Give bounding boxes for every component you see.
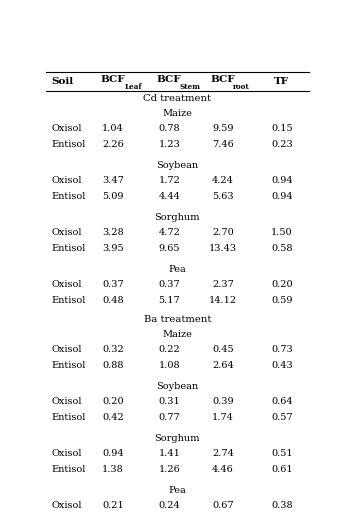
Text: Pea: Pea — [169, 265, 186, 274]
Text: 4.44: 4.44 — [158, 192, 180, 201]
Text: 0.61: 0.61 — [271, 464, 293, 474]
Text: 0.42: 0.42 — [102, 413, 124, 421]
Text: Oxisol: Oxisol — [51, 280, 82, 289]
Text: 0.67: 0.67 — [212, 501, 234, 510]
Text: TF: TF — [274, 77, 290, 87]
Text: 2.37: 2.37 — [212, 280, 234, 289]
Text: Oxisol: Oxisol — [51, 501, 82, 510]
Text: 7.46: 7.46 — [212, 140, 234, 148]
Text: 0.48: 0.48 — [102, 296, 124, 305]
Text: Maize: Maize — [162, 109, 192, 118]
Text: Entisol: Entisol — [51, 413, 86, 421]
Text: 13.43: 13.43 — [209, 244, 237, 253]
Text: 2.70: 2.70 — [212, 228, 234, 237]
Text: 0.77: 0.77 — [158, 413, 180, 421]
Text: 0.32: 0.32 — [102, 345, 124, 354]
Text: Soil: Soil — [51, 77, 73, 87]
Text: 0.38: 0.38 — [271, 501, 293, 510]
Text: 1.26: 1.26 — [158, 464, 180, 474]
Text: Entisol: Entisol — [51, 296, 86, 305]
Text: 0.24: 0.24 — [158, 501, 180, 510]
Text: Maize: Maize — [162, 330, 192, 339]
Text: 0.39: 0.39 — [212, 397, 234, 406]
Text: 9.59: 9.59 — [212, 124, 234, 133]
Text: 0.51: 0.51 — [271, 449, 293, 458]
Text: 3.47: 3.47 — [102, 176, 124, 185]
Text: 0.31: 0.31 — [158, 397, 180, 406]
Text: 0.22: 0.22 — [158, 345, 180, 354]
Text: Entisol: Entisol — [51, 192, 86, 201]
Text: Cd treatment: Cd treatment — [143, 94, 211, 103]
Text: Oxisol: Oxisol — [51, 176, 82, 185]
Text: 0.20: 0.20 — [102, 397, 124, 406]
Text: 3.28: 3.28 — [102, 228, 124, 237]
Text: root: root — [233, 83, 250, 91]
Text: 5.17: 5.17 — [158, 296, 180, 305]
Text: 3.95: 3.95 — [102, 244, 124, 253]
Text: 1.23: 1.23 — [158, 140, 180, 148]
Text: Oxisol: Oxisol — [51, 397, 82, 406]
Text: Entisol: Entisol — [51, 360, 86, 370]
Text: 0.37: 0.37 — [102, 280, 124, 289]
Text: 0.88: 0.88 — [102, 360, 124, 370]
Text: 0.94: 0.94 — [102, 449, 124, 458]
Text: 4.72: 4.72 — [158, 228, 180, 237]
Text: Ba treatment: Ba treatment — [144, 315, 211, 324]
Text: Stem: Stem — [180, 83, 200, 91]
Text: 5.63: 5.63 — [212, 192, 234, 201]
Text: Entisol: Entisol — [51, 464, 86, 474]
Text: 2.64: 2.64 — [212, 360, 234, 370]
Text: 0.64: 0.64 — [271, 397, 293, 406]
Text: 4.24: 4.24 — [212, 176, 234, 185]
Text: BCF: BCF — [157, 75, 182, 83]
Text: 14.12: 14.12 — [209, 296, 237, 305]
Text: 1.72: 1.72 — [158, 176, 180, 185]
Text: 1.41: 1.41 — [158, 449, 180, 458]
Text: 0.57: 0.57 — [271, 413, 293, 421]
Text: 2.74: 2.74 — [212, 449, 234, 458]
Text: 0.21: 0.21 — [102, 501, 124, 510]
Text: 5.09: 5.09 — [102, 192, 124, 201]
Text: BCF: BCF — [101, 75, 125, 83]
Text: 0.73: 0.73 — [271, 345, 293, 354]
Text: 0.45: 0.45 — [212, 345, 234, 354]
Text: 1.04: 1.04 — [102, 124, 124, 133]
Text: Entisol: Entisol — [51, 244, 86, 253]
Text: 0.23: 0.23 — [271, 140, 293, 148]
Text: Soybean: Soybean — [156, 161, 198, 170]
Text: 0.15: 0.15 — [271, 124, 293, 133]
Text: Sorghum: Sorghum — [155, 434, 200, 443]
Text: 1.50: 1.50 — [271, 228, 293, 237]
Text: 0.59: 0.59 — [271, 296, 293, 305]
Text: 0.94: 0.94 — [271, 192, 293, 201]
Text: Pea: Pea — [169, 486, 186, 495]
Text: Leaf: Leaf — [125, 83, 143, 91]
Text: 0.78: 0.78 — [158, 124, 180, 133]
Text: Sorghum: Sorghum — [155, 213, 200, 222]
Text: 1.08: 1.08 — [158, 360, 180, 370]
Text: 0.20: 0.20 — [271, 280, 293, 289]
Text: 4.46: 4.46 — [212, 464, 234, 474]
Text: 0.43: 0.43 — [271, 360, 293, 370]
Text: 1.38: 1.38 — [102, 464, 124, 474]
Text: Oxisol: Oxisol — [51, 124, 82, 133]
Text: Soybean: Soybean — [156, 382, 198, 391]
Text: 0.94: 0.94 — [271, 176, 293, 185]
Text: 0.37: 0.37 — [158, 280, 180, 289]
Text: Oxisol: Oxisol — [51, 449, 82, 458]
Text: BCF: BCF — [211, 75, 235, 83]
Text: 0.58: 0.58 — [271, 244, 293, 253]
Text: Oxisol: Oxisol — [51, 228, 82, 237]
Text: Entisol: Entisol — [51, 140, 86, 148]
Text: 1.74: 1.74 — [212, 413, 234, 421]
Text: 2.26: 2.26 — [102, 140, 124, 148]
Text: Oxisol: Oxisol — [51, 345, 82, 354]
Text: 9.65: 9.65 — [158, 244, 180, 253]
